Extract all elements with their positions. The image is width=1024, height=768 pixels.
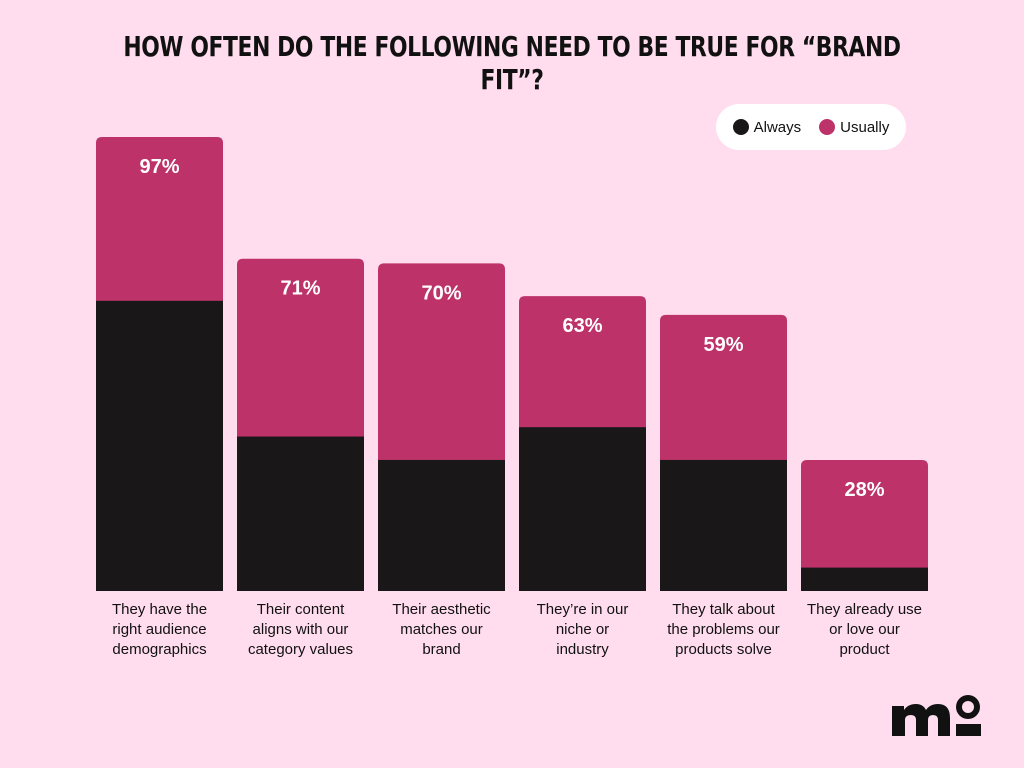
category-label: Their content aligns with our category val…: [231, 600, 371, 660]
bar-total-label: 63%: [562, 315, 602, 337]
legend-item-always: Always: [732, 118, 802, 136]
category-label: They talk about the problems our products …: [654, 600, 794, 660]
legend-swatch-always: [732, 119, 749, 135]
bar-segment-always: [519, 427, 646, 591]
bar-total-label: 70%: [421, 282, 461, 304]
bar-chart: 97% 71% 70% 63% 59% 28%: [96, 137, 928, 591]
brand-logo: [892, 695, 981, 736]
category-label-line: aligns with our: [252, 621, 349, 638]
bar-segment-usually: [519, 296, 646, 429]
bar-segment-always: [378, 459, 505, 591]
bar-segment-always: [237, 436, 364, 591]
bar-segment-usually: [96, 137, 223, 302]
category-label: Their aesthetic matches our brand: [372, 600, 512, 660]
category-label-line: product: [839, 641, 890, 658]
category-label-line: They’re in our: [536, 601, 629, 618]
bar-segment-always: [96, 300, 223, 591]
category-label-line: category values: [247, 641, 354, 658]
legend: Always Usually: [716, 104, 906, 150]
legend-label-always: Always: [753, 118, 802, 136]
legend-item-usually: Usually: [819, 119, 889, 136]
category-label: They already use or love our product: [795, 600, 935, 660]
bar-segment-always: [801, 567, 928, 591]
bar-segment-usually: [801, 459, 928, 569]
category-label-line: They have the: [111, 601, 208, 618]
bar-total-label: 71%: [280, 278, 320, 300]
category-label-line: They already use: [806, 601, 923, 618]
category-label-line: matches our: [400, 621, 483, 638]
category-label-line: the problems our: [667, 621, 780, 638]
category-label-line: brand: [422, 641, 461, 658]
category-label-line: Their content: [256, 601, 345, 618]
category-label: They have the right audience demographics: [90, 600, 230, 660]
category-label: They’re in our niche or industry: [513, 600, 653, 660]
category-label-line: niche or: [555, 621, 610, 638]
chart-title: HOW OFTEN DO THE FOLLOWING NEED TO BE TR…: [123, 30, 901, 96]
category-label-line: or love our: [829, 621, 900, 638]
bar-total-label: 28%: [844, 479, 884, 501]
bar-segment-usually: [378, 263, 505, 461]
bar-total-label: 59%: [703, 334, 743, 356]
category-label-line: products solve: [675, 641, 772, 658]
category-label-line: industry: [556, 641, 609, 658]
category-label-line: right audience: [112, 621, 207, 638]
category-label-line: They talk about: [672, 601, 775, 618]
bar-segment-usually: [660, 314, 787, 461]
bar-total-label: 97%: [139, 156, 179, 178]
bar-segment-always: [660, 459, 787, 591]
bar-segment-usually: [237, 258, 364, 438]
legend-swatch-usually: [819, 119, 836, 135]
category-label-line: demographics: [112, 641, 207, 658]
legend-label-usually: Usually: [840, 118, 890, 136]
category-label-line: Their aesthetic: [392, 601, 491, 618]
